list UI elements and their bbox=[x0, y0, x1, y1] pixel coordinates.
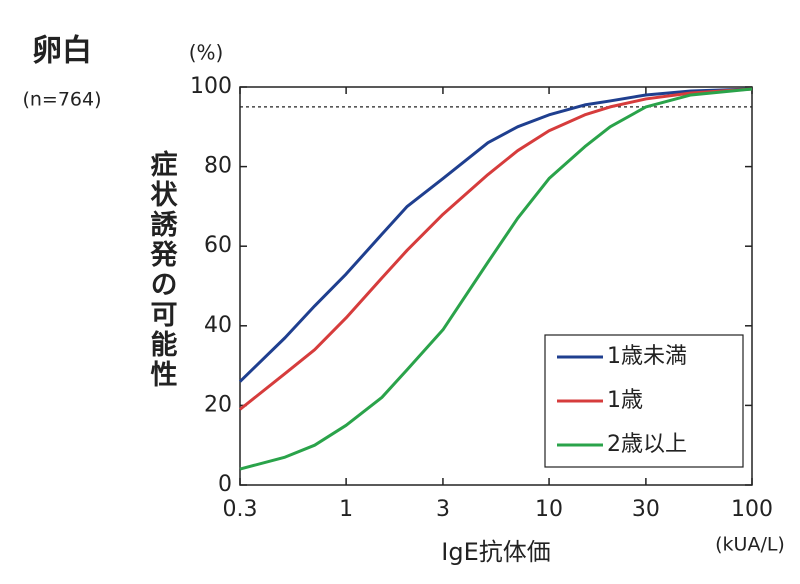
y-tick-label: 0 bbox=[218, 472, 232, 497]
y-tick-label: 20 bbox=[204, 392, 232, 417]
x-tick-label: 10 bbox=[535, 497, 563, 522]
x-axis-label: IgE抗体価 bbox=[441, 538, 550, 566]
series-line bbox=[239, 87, 753, 471]
legend-label: 1歳未満 bbox=[607, 344, 687, 369]
x-tick-label: 1 bbox=[339, 497, 353, 522]
x-tick-label: 0.3 bbox=[223, 497, 258, 522]
chart-title: 卵白 bbox=[32, 34, 92, 69]
y-unit: (%) bbox=[189, 41, 224, 65]
y-tick-label: 80 bbox=[204, 154, 232, 179]
x-tick-label: 30 bbox=[632, 497, 660, 522]
y-axis-label: 症状誘発の可能性 bbox=[146, 150, 179, 390]
y-tick-label: 100 bbox=[190, 74, 232, 99]
plot-frame bbox=[239, 86, 753, 486]
y-tick-label: 60 bbox=[204, 233, 232, 258]
x-tick-label: 100 bbox=[731, 497, 773, 522]
x-unit: (kUA/L) bbox=[715, 534, 785, 556]
series-line bbox=[239, 87, 753, 411]
legend-label: 2歳以上 bbox=[607, 432, 687, 457]
x-tick-label: 3 bbox=[436, 497, 450, 522]
legend-label: 1歳 bbox=[607, 388, 643, 413]
y-tick-label: 40 bbox=[204, 313, 232, 338]
series-line bbox=[238, 87, 753, 383]
chart-subtitle: (n=764) bbox=[22, 89, 101, 111]
